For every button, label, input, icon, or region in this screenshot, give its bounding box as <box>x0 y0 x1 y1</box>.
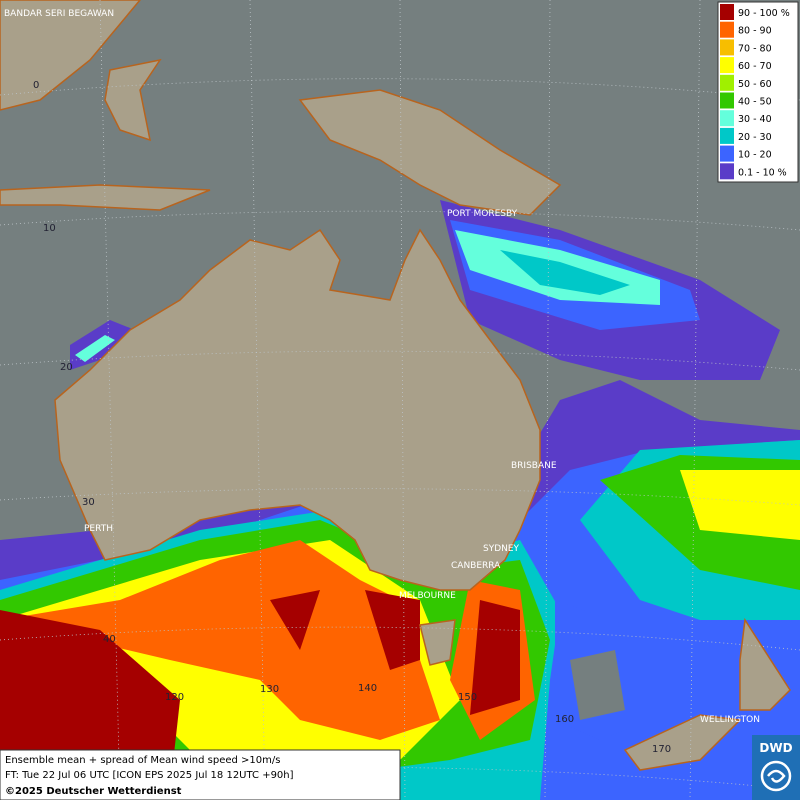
timor <box>0 184 211 211</box>
legend-swatch <box>720 92 734 109</box>
legend-label: 60 - 70 <box>738 61 772 72</box>
place-label: WELLINGTON <box>700 715 760 725</box>
legend-swatch <box>720 127 734 144</box>
nz-north <box>739 617 791 711</box>
legend-swatch <box>720 57 734 74</box>
legend-label: 10 - 20 <box>738 150 772 161</box>
lon-label: 140 <box>358 683 377 694</box>
legend-label: 0.1 - 10 % <box>738 167 787 178</box>
lon-label: 120 <box>165 692 184 703</box>
clear-area <box>570 650 625 720</box>
lon-label: 130 <box>260 684 279 695</box>
place-label: BANDAR SERI BEGAWAN <box>4 9 114 19</box>
fields <box>0 200 800 800</box>
legend-swatch <box>720 21 734 38</box>
logo: DWD <box>752 735 800 800</box>
footer-line: ©2025 Deutscher Wetterdienst <box>5 786 182 797</box>
place-label: MELBOURNE <box>399 591 456 601</box>
legend-label: 30 - 40 <box>738 114 772 125</box>
footer-box <box>0 749 401 800</box>
field <box>500 250 630 295</box>
new-guinea <box>298 89 562 216</box>
field <box>365 590 420 670</box>
field <box>270 590 320 650</box>
lat-label: 30 <box>82 497 95 508</box>
lat-label: 40 <box>103 634 116 645</box>
lat-label: 0 <box>33 80 39 91</box>
place-label: CANBERRA <box>451 561 501 571</box>
legend-swatch <box>720 110 734 127</box>
places: BANDAR SERI BEGAWAN PORT MORESBY BRISBAN… <box>4 9 760 725</box>
nz-south <box>623 714 742 771</box>
place-label: BRISBANE <box>511 461 557 471</box>
place-label: PERTH <box>84 524 113 534</box>
legend-label: 40 - 50 <box>738 97 772 108</box>
australia <box>54 228 541 591</box>
field <box>620 630 760 720</box>
tasmania <box>419 619 456 666</box>
land <box>0 0 791 771</box>
legend-swatch <box>720 4 734 20</box>
lat-label: 10 <box>43 223 56 234</box>
logo-swirl <box>767 769 786 783</box>
lon-label: 170 <box>652 744 671 755</box>
footer: Ensemble mean + spread of Mean wind spee… <box>0 749 401 800</box>
legend-label: 90 - 100 % <box>738 8 790 19</box>
footer-line: Ensemble mean + spread of Mean wind spee… <box>5 755 280 766</box>
logo-text: DWD <box>759 741 792 755</box>
legend-label: 80 - 90 <box>738 26 772 37</box>
legend-swatch <box>720 163 734 180</box>
sulawesi <box>104 58 162 142</box>
legend-label: 50 - 60 <box>738 79 772 90</box>
field <box>75 335 115 362</box>
lat-label: 20 <box>60 362 73 373</box>
legend-label: 70 - 80 <box>738 43 772 54</box>
place-label: PORT MORESBY <box>447 209 518 219</box>
lon-label: 150 <box>458 692 477 703</box>
place-label: SYDNEY <box>483 544 520 554</box>
field <box>0 540 440 740</box>
legend-swatch <box>720 145 734 162</box>
legend: 90 - 100 % 80 - 90 70 - 80 60 - 70 50 - 60 40… <box>717 1 799 183</box>
borneo <box>0 0 141 111</box>
legend-label: 20 - 30 <box>738 132 772 143</box>
legend-swatch <box>720 74 734 91</box>
logo-mark <box>760 760 792 792</box>
legend-swatch <box>720 39 734 56</box>
grid-labels: 0 10 20 30 40 120 130 140 150 160 170 <box>33 80 671 755</box>
lon-label: 160 <box>555 714 574 725</box>
field <box>680 470 800 540</box>
field <box>470 600 520 715</box>
footer-line: FT: Tue 22 Jul 06 UTC [ICON EPS 2025 Jul… <box>5 770 294 781</box>
